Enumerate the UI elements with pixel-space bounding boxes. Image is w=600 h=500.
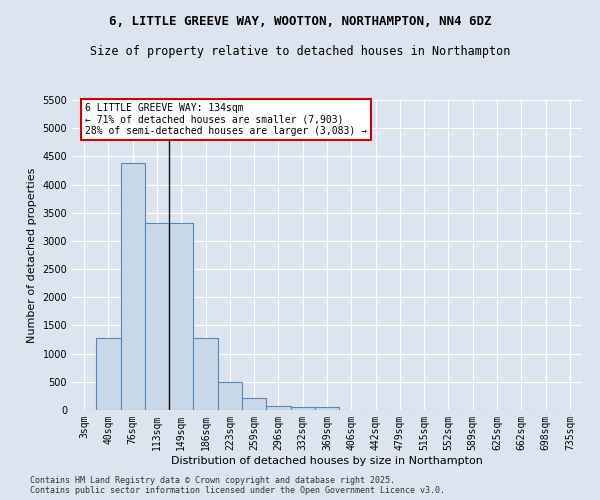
Bar [193,338,218,410]
Bar [315,407,339,410]
X-axis label: Distribution of detached houses by size in Northampton: Distribution of detached houses by size … [171,456,483,466]
Text: Size of property relative to detached houses in Northampton: Size of property relative to detached ho… [90,45,510,58]
Text: 6 LITTLE GREEVE WAY: 134sqm
← 71% of detached houses are smaller (7,903)
28% of : 6 LITTLE GREEVE WAY: 134sqm ← 71% of det… [85,103,367,136]
Bar [266,406,290,410]
Text: 6, LITTLE GREEVE WAY, WOOTTON, NORTHAMPTON, NN4 6DZ: 6, LITTLE GREEVE WAY, WOOTTON, NORTHAMPT… [109,15,491,28]
Bar [290,407,315,410]
Bar [145,224,169,410]
Bar [169,224,193,410]
Bar [242,398,266,410]
Bar [121,163,145,410]
Bar [218,382,242,410]
Text: Contains HM Land Registry data © Crown copyright and database right 2025.
Contai: Contains HM Land Registry data © Crown c… [30,476,445,495]
Y-axis label: Number of detached properties: Number of detached properties [27,168,37,342]
Bar [96,338,121,410]
